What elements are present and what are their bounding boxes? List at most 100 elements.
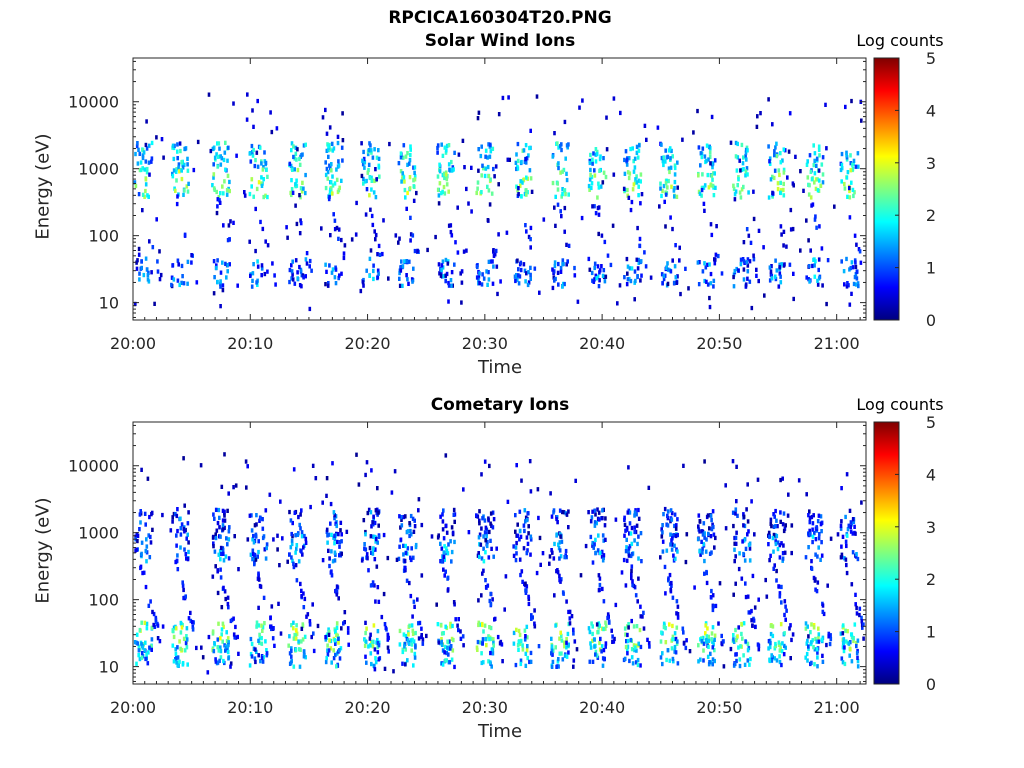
heatmap-cell [635, 180, 639, 185]
heatmap-cell [812, 143, 815, 148]
heatmap-cell [223, 513, 226, 518]
heatmap-cell [140, 265, 143, 271]
heatmap-cell [436, 150, 439, 155]
heatmap-cell [264, 160, 268, 166]
heatmap-cell [531, 615, 534, 620]
heatmap-cell [595, 653, 599, 658]
heatmap-cell [141, 148, 145, 153]
heatmap-cell [438, 162, 441, 167]
heatmap-cell [630, 568, 633, 573]
heatmap-cell [768, 558, 771, 563]
heatmap-cell [602, 553, 606, 558]
heatmap-cell [185, 637, 189, 642]
heatmap-cell [441, 527, 445, 532]
heatmap-cell [639, 259, 643, 264]
heatmap-cell [674, 533, 678, 539]
heatmap-cell [368, 273, 371, 278]
heatmap-cell [221, 523, 225, 528]
heatmap-cell [399, 515, 403, 520]
heatmap-cell [757, 278, 760, 284]
heatmap-cell [784, 604, 787, 609]
heatmap-cell [478, 532, 482, 537]
heatmap-cell [845, 153, 848, 158]
heatmap-cell [517, 281, 521, 286]
heatmap-cell [335, 625, 339, 630]
heatmap-cell [339, 646, 343, 651]
heatmap-cell [482, 546, 485, 551]
heatmap-cell [805, 492, 808, 497]
heatmap-cell [855, 242, 858, 247]
heatmap-cell [249, 651, 253, 657]
heatmap-cell [172, 634, 176, 640]
heatmap-cell [849, 161, 853, 166]
heatmap-cell [560, 142, 563, 147]
heatmap-cell [525, 648, 529, 653]
heatmap-cell [816, 519, 820, 524]
heatmap-cell [573, 639, 577, 644]
heatmap-cell [708, 551, 712, 556]
heatmap-cell [516, 166, 520, 171]
heatmap-cell [173, 143, 176, 148]
heatmap-cell [456, 623, 459, 628]
heatmap-cell [493, 174, 496, 179]
heatmap-cell [631, 146, 634, 151]
heatmap-cell [410, 648, 413, 653]
heatmap-cell [623, 157, 626, 163]
heatmap-cell [850, 632, 854, 637]
heatmap-cell [324, 107, 327, 113]
heatmap-cell [489, 625, 493, 631]
heatmap-cell [145, 537, 148, 542]
heatmap-cell [376, 274, 380, 280]
heatmap-cell [343, 243, 347, 248]
heatmap-cell [340, 532, 343, 537]
heatmap-cell [591, 204, 594, 209]
heatmap-cell [443, 573, 446, 578]
heatmap-cell [624, 549, 628, 554]
heatmap-cell [412, 266, 415, 271]
heatmap-cell [183, 146, 187, 152]
heatmap-cell [854, 554, 858, 559]
heatmap-cell [732, 183, 735, 188]
heatmap-cell [394, 233, 398, 238]
heatmap-cell [261, 167, 265, 172]
heatmap-cell [410, 546, 413, 551]
heatmap-cell [588, 177, 592, 182]
heatmap-cell [140, 467, 143, 472]
heatmap-cell [225, 275, 228, 280]
heatmap-cell [553, 205, 556, 210]
heatmap-cell [516, 188, 519, 193]
heatmap-cell [376, 252, 379, 257]
heatmap-cell [338, 185, 341, 190]
heatmap-cell [288, 509, 291, 515]
heatmap-cell [817, 545, 820, 550]
heatmap-cell [181, 662, 185, 667]
heatmap-cell [221, 260, 224, 265]
heatmap-cell [440, 559, 444, 564]
heatmap-cell [646, 637, 649, 642]
heatmap-cell [186, 156, 189, 161]
heatmap-cell [228, 237, 231, 242]
heatmap-cell [304, 274, 307, 279]
heatmap-cell [706, 172, 710, 178]
heatmap-cell [817, 267, 820, 273]
heatmap-cell [403, 558, 407, 564]
heatmap-cell [777, 284, 781, 289]
heatmap-cell [770, 264, 773, 269]
heatmap-cell [623, 275, 626, 280]
heatmap-cell [436, 535, 440, 540]
heatmap-cell [625, 282, 629, 287]
heatmap-cell [485, 643, 488, 648]
heatmap-cell [311, 602, 314, 607]
heatmap-cell [215, 265, 218, 271]
heatmap-cell [529, 650, 533, 656]
heatmap-cell [703, 261, 706, 266]
heatmap-cell [404, 633, 408, 639]
heatmap-cell [450, 657, 454, 662]
heatmap-cell [662, 155, 665, 160]
heatmap-cell [601, 180, 605, 185]
heatmap-cell [754, 624, 757, 630]
heatmap-cell [848, 188, 851, 194]
heatmap-cell [453, 262, 456, 267]
heatmap-cell [670, 547, 674, 552]
heatmap-cell [737, 268, 740, 273]
